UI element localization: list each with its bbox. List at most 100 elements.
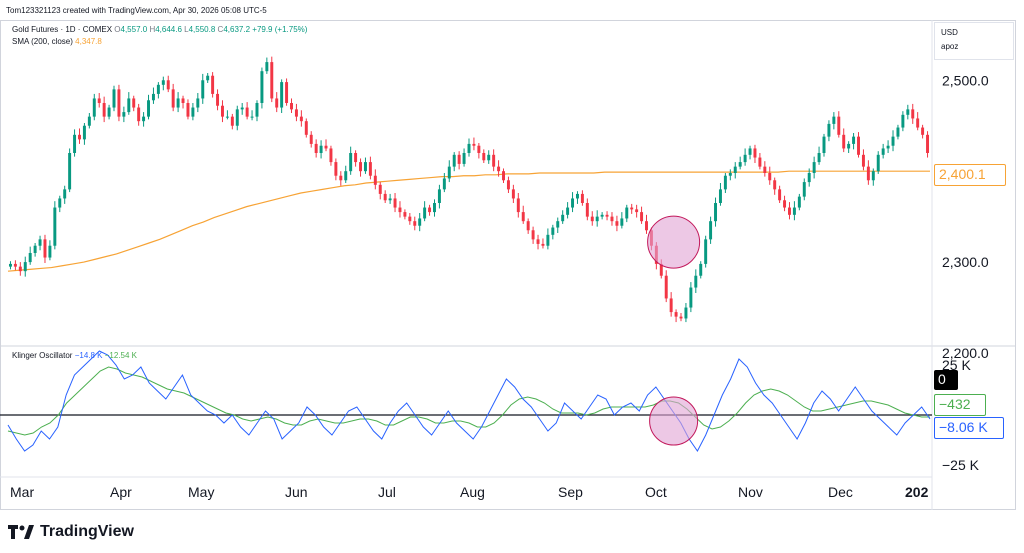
- price-tick-label: 2,300.0: [942, 254, 989, 270]
- candle-body: [921, 127, 925, 135]
- candle-body: [87, 116, 91, 126]
- candle-body: [230, 116, 234, 126]
- candle-body: [625, 207, 629, 219]
- candle-body: [68, 153, 72, 190]
- zero-tag: 0: [934, 370, 958, 390]
- candle-body: [674, 312, 678, 317]
- candle-body: [812, 162, 816, 173]
- month-label: Dec: [828, 484, 853, 500]
- candle-body: [447, 166, 451, 179]
- month-label: Sep: [558, 484, 583, 500]
- candle-body: [122, 112, 126, 117]
- highlight-circle-osc: [649, 396, 699, 446]
- candle-body: [733, 166, 737, 173]
- candle-body: [837, 116, 841, 135]
- unit-label: apoz: [941, 42, 959, 51]
- kvo-tag: −8.06 K: [934, 417, 1004, 439]
- close-value: 4,637.2: [223, 25, 251, 34]
- candle-body: [97, 98, 101, 103]
- candle-body: [881, 148, 885, 155]
- tradingview-logo[interactable]: TradingView: [8, 523, 134, 541]
- candle-body: [792, 207, 796, 215]
- candle-body: [521, 212, 525, 222]
- candle-body: [107, 107, 111, 117]
- brand-name: TradingView: [40, 523, 134, 540]
- high-value: 4,644.6: [155, 25, 182, 34]
- candle-body: [645, 221, 648, 231]
- price-tick-label: 2,500.0: [942, 72, 989, 88]
- candle-body: [758, 157, 762, 167]
- candle-body: [615, 221, 619, 226]
- candle-body: [492, 154, 496, 167]
- candle-body: [580, 193, 584, 203]
- candle-body: [151, 93, 155, 101]
- price-tick-label: 2,200.0: [942, 345, 989, 361]
- candle-body: [526, 221, 530, 231]
- candle-body: [225, 116, 229, 118]
- candle-body: [156, 84, 160, 94]
- candle-body: [783, 200, 787, 208]
- candle-body: [270, 62, 274, 99]
- candle-body: [827, 123, 831, 137]
- candle-body: [561, 214, 565, 222]
- currency-selector[interactable]: USD apoz: [934, 22, 1014, 60]
- candle-body: [817, 153, 821, 163]
- candle-body: [556, 221, 560, 228]
- sma-price-tag: 2,400.1: [934, 164, 1006, 186]
- candle-body: [743, 154, 747, 163]
- candle-body: [383, 193, 387, 201]
- candle-body: [462, 153, 466, 164]
- candle-body: [368, 162, 372, 176]
- sma-value: 4,347.8: [75, 37, 102, 46]
- tradingview-logo-icon: [8, 525, 34, 539]
- osc-label: Klinger Oscillator: [12, 351, 73, 360]
- candle-body: [53, 207, 57, 246]
- candle-body: [861, 154, 865, 167]
- sma-legend: SMA (200, close) 4,347.8: [12, 37, 102, 46]
- candle-body: [245, 107, 249, 117]
- candle-body: [718, 189, 722, 203]
- candle-body: [329, 148, 333, 163]
- candle-body: [428, 207, 432, 213]
- candles: [8, 56, 930, 323]
- osc-tick-label: −25 K: [942, 457, 980, 473]
- candle-body: [876, 154, 880, 172]
- candle-body: [196, 98, 200, 108]
- candle-body: [275, 98, 279, 108]
- candle-body: [78, 134, 81, 140]
- candle-body: [324, 145, 328, 149]
- candle-body: [127, 98, 131, 113]
- candle-body: [635, 209, 639, 213]
- currency-label: USD: [941, 28, 958, 37]
- month-label: Aug: [460, 484, 485, 500]
- candle-body: [901, 114, 905, 128]
- candle-body: [339, 175, 343, 181]
- candle-body: [857, 136, 860, 155]
- candle-body: [832, 116, 836, 124]
- month-label: Jun: [285, 484, 308, 500]
- candle-body: [176, 98, 180, 108]
- candle-body: [28, 253, 32, 263]
- candle-body: [132, 98, 136, 108]
- high-label: H: [149, 25, 156, 34]
- candle-body: [354, 153, 358, 163]
- sma-label: SMA (200, close): [12, 37, 73, 46]
- candle-body: [847, 143, 851, 149]
- candle-body: [304, 121, 308, 135]
- candle-body: [571, 198, 575, 208]
- candle-body: [497, 166, 501, 172]
- candle-body: [886, 145, 890, 149]
- candle-body: [768, 173, 772, 181]
- candle-body: [240, 107, 244, 110]
- candle-body: [566, 207, 570, 215]
- candle-body: [482, 153, 486, 161]
- signal-tag: −432: [934, 394, 986, 416]
- candle-body: [255, 103, 259, 117]
- candle-body: [48, 245, 52, 258]
- candle-body: [359, 162, 363, 172]
- candle-body: [822, 136, 826, 153]
- candle-body: [620, 218, 624, 226]
- signal-line: [7, 366, 930, 436]
- candle-body: [502, 171, 505, 181]
